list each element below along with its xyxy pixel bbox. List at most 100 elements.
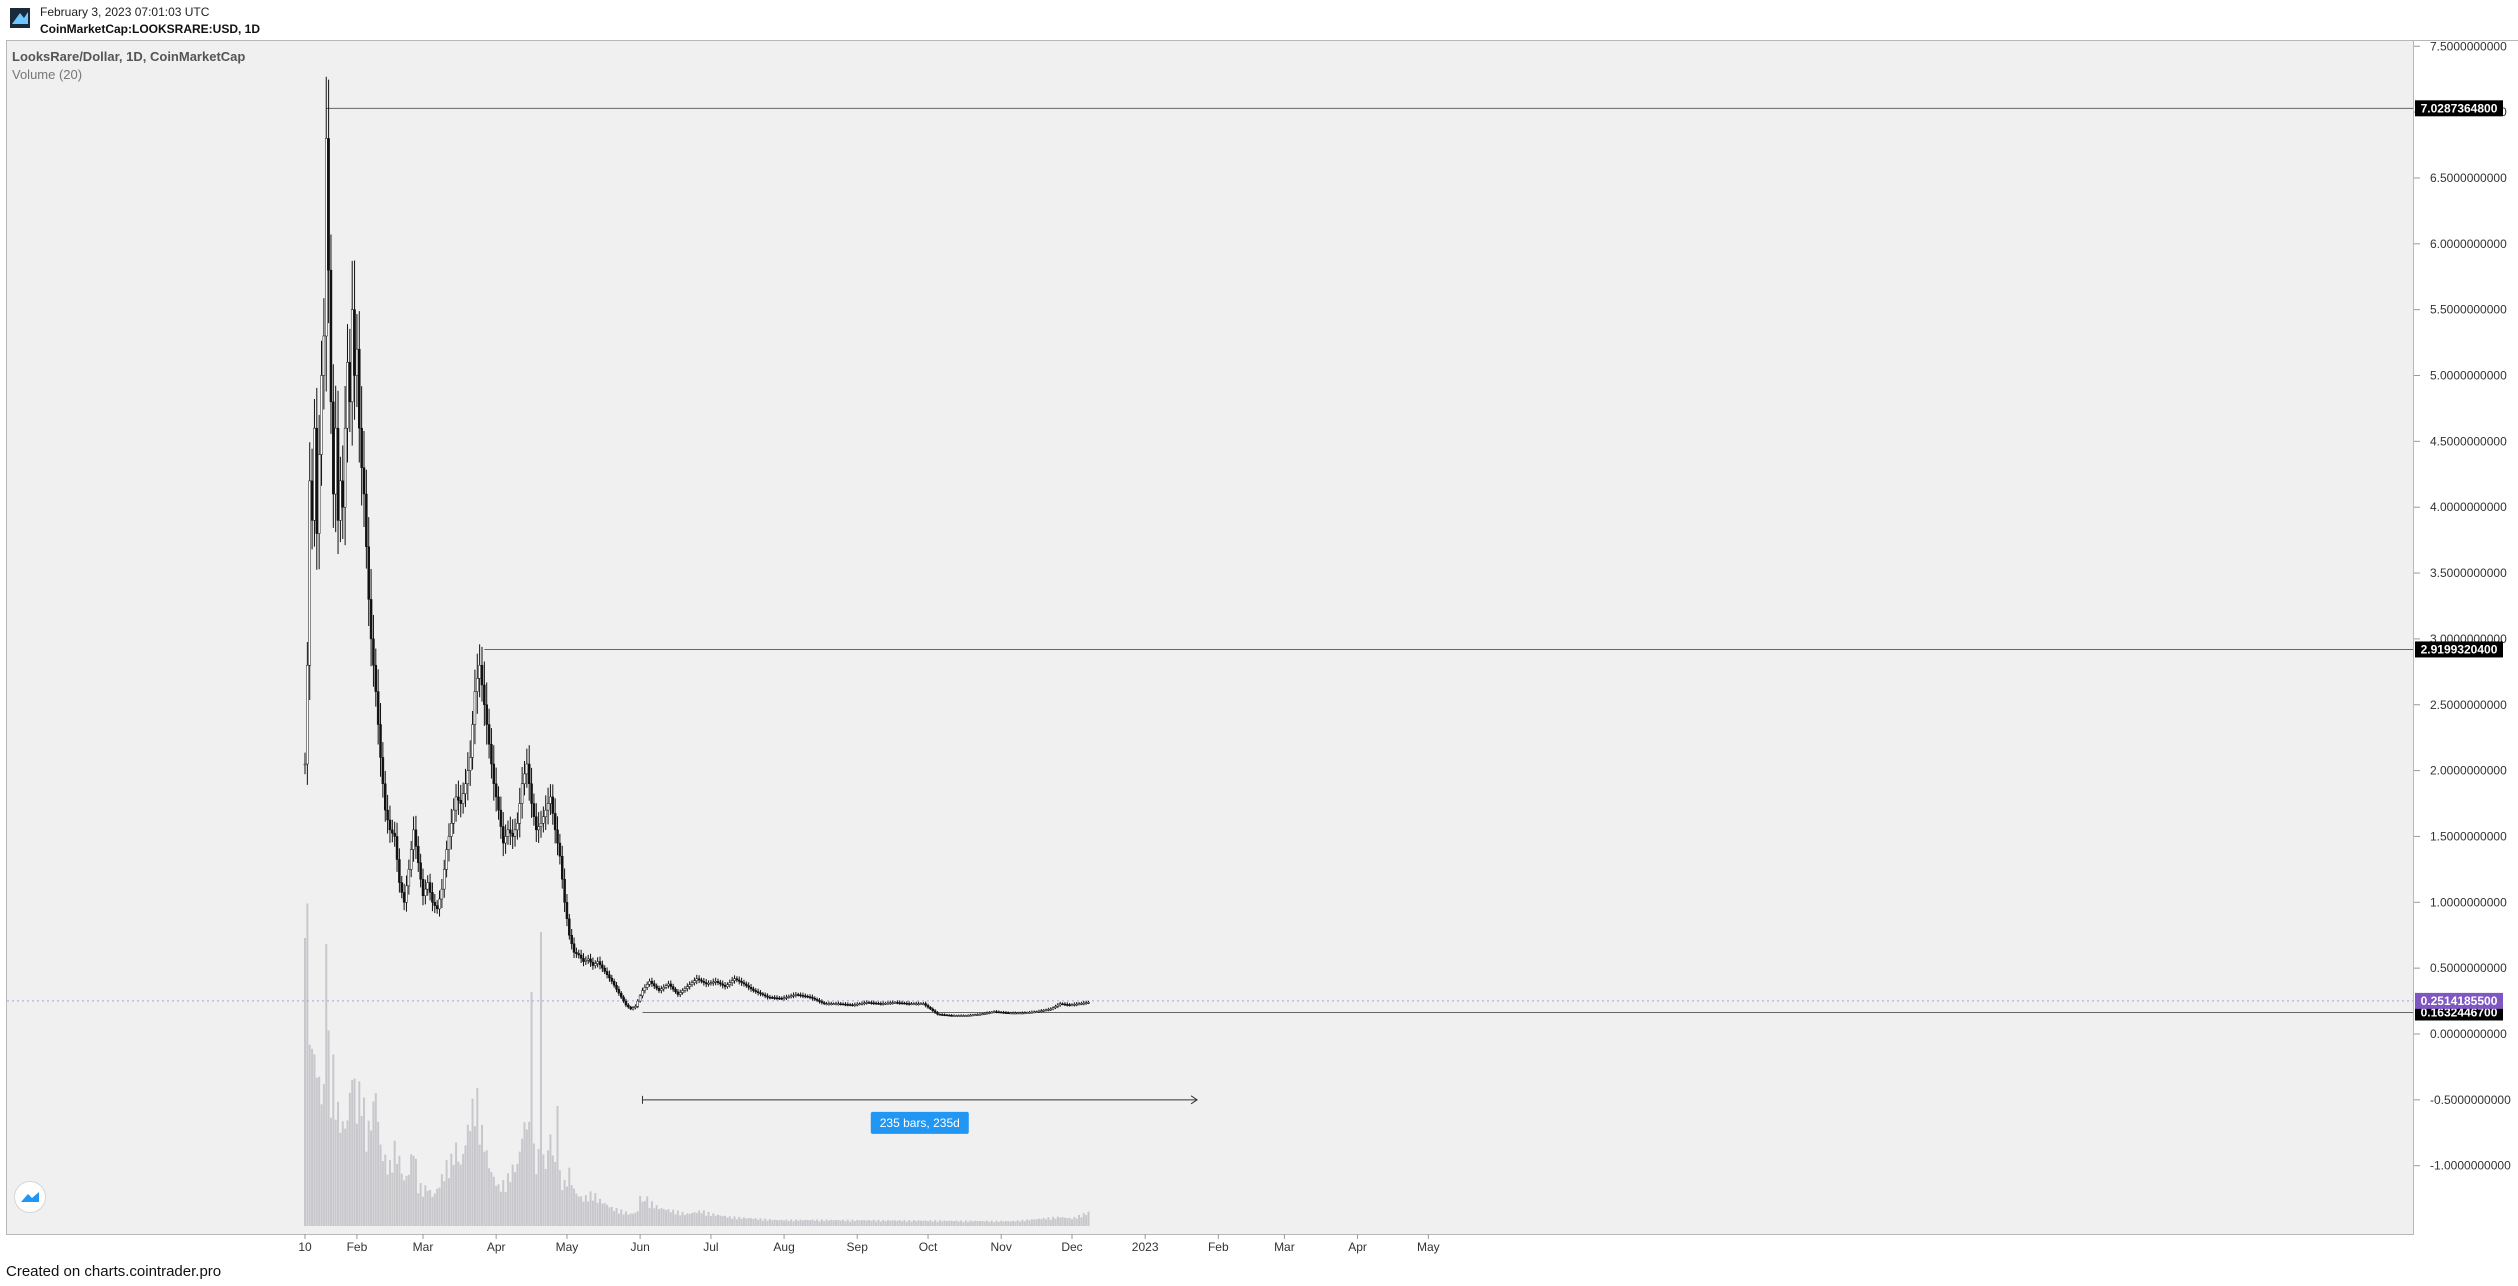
candle-body [846, 1004, 850, 1006]
cointrader-logo-icon[interactable] [14, 1181, 46, 1213]
volume-bar [967, 1221, 970, 1226]
volume-bar [773, 1219, 776, 1226]
volume-bar [693, 1212, 696, 1226]
candle-body [695, 978, 699, 981]
volume-bar [478, 1144, 481, 1226]
candle-body [728, 982, 732, 985]
legend-volume[interactable]: Volume (20) [12, 67, 83, 82]
candle-body [332, 401, 335, 495]
candle-body [678, 992, 682, 995]
volume-bar [535, 1174, 538, 1226]
candle-body [676, 991, 680, 995]
volume-bar [384, 1154, 387, 1226]
volume-bar [492, 1176, 495, 1226]
plot-area[interactable] [6, 40, 2414, 1235]
volume-bar [905, 1221, 908, 1226]
volume-bar [851, 1219, 854, 1226]
candle-body [999, 1011, 1003, 1014]
candle-body [596, 961, 599, 964]
volume-bar [1035, 1219, 1038, 1226]
candle-body [657, 987, 661, 991]
volume-bar [901, 1221, 904, 1226]
candle-body [867, 1002, 871, 1004]
candle-body [1014, 1012, 1017, 1015]
volume-bar [311, 1048, 314, 1226]
volume-bar [816, 1219, 819, 1226]
candle-body [879, 1003, 883, 1005]
candle-body [1075, 1003, 1078, 1006]
volume-bar [858, 1220, 861, 1226]
level-price-tag [2415, 641, 2503, 658]
candle-body [799, 994, 802, 997]
volume-bar [910, 1221, 913, 1226]
candle-body [957, 1015, 960, 1017]
time-axis[interactable] [6, 1235, 2414, 1255]
volume-bar [1082, 1213, 1085, 1226]
candle-body [544, 809, 547, 817]
volume-bar [594, 1193, 597, 1226]
candle-body [433, 902, 437, 906]
candle-body [929, 1006, 932, 1010]
candle-body [622, 996, 625, 1002]
volume-bar [700, 1213, 703, 1226]
volume-bar [960, 1220, 963, 1226]
candle-body [320, 375, 323, 455]
candle-body [837, 1003, 840, 1005]
candle-body [773, 997, 776, 999]
candle-body [931, 1008, 935, 1011]
volume-bar [799, 1219, 802, 1226]
volume-bar [957, 1221, 960, 1226]
candle-body [556, 829, 559, 844]
candle-body [546, 803, 550, 811]
candle-body [324, 138, 328, 337]
volume-bar [941, 1221, 944, 1226]
candle-body [350, 309, 354, 403]
volume-bar [955, 1220, 958, 1226]
candle-body [393, 832, 396, 837]
candle-body [400, 882, 404, 893]
volume-bar [627, 1214, 630, 1226]
candle-body [877, 1003, 880, 1005]
candle-body [818, 1000, 821, 1002]
volume-bar [768, 1219, 771, 1226]
price-axis[interactable] [2414, 40, 2518, 1235]
volume-bar [927, 1221, 930, 1226]
volume-bar [1087, 1211, 1090, 1226]
volume-bar [757, 1219, 760, 1226]
volume-bar [856, 1219, 859, 1226]
candle-body [832, 1003, 835, 1005]
candle-body [789, 995, 793, 998]
x-tick-label: Sep [847, 1240, 869, 1254]
volume-bar [853, 1221, 856, 1226]
volume-bar [679, 1215, 682, 1226]
legend-title[interactable]: LooksRare/Dollar, 1D, CoinMarketCap [12, 49, 246, 64]
candle-body [688, 984, 691, 987]
candle-body [995, 1011, 998, 1013]
candle-body [457, 796, 460, 801]
volume-bar [839, 1220, 842, 1226]
volume-bar [809, 1220, 812, 1226]
volume-bar [974, 1220, 977, 1226]
volume-bar [1052, 1216, 1055, 1226]
volume-bar [794, 1219, 797, 1226]
volume-bar [355, 1123, 358, 1226]
candle-body [825, 1003, 828, 1005]
candle-body [497, 796, 500, 811]
candle-body [565, 902, 569, 920]
volume-bar [738, 1216, 741, 1226]
candle-body [801, 995, 805, 997]
volume-bar [995, 1220, 998, 1226]
volume-bar [726, 1217, 729, 1226]
volume-bar [818, 1221, 821, 1226]
candle-body [697, 978, 701, 981]
volume-bar [443, 1181, 446, 1226]
volume-bar [792, 1221, 795, 1226]
volume-bar [662, 1209, 665, 1226]
measure-tag [870, 1111, 969, 1134]
volume-bar [589, 1191, 592, 1226]
volume-bar [620, 1209, 623, 1226]
volume-bar [528, 1121, 531, 1226]
volume-bar [912, 1220, 915, 1226]
candle-body [603, 967, 606, 972]
